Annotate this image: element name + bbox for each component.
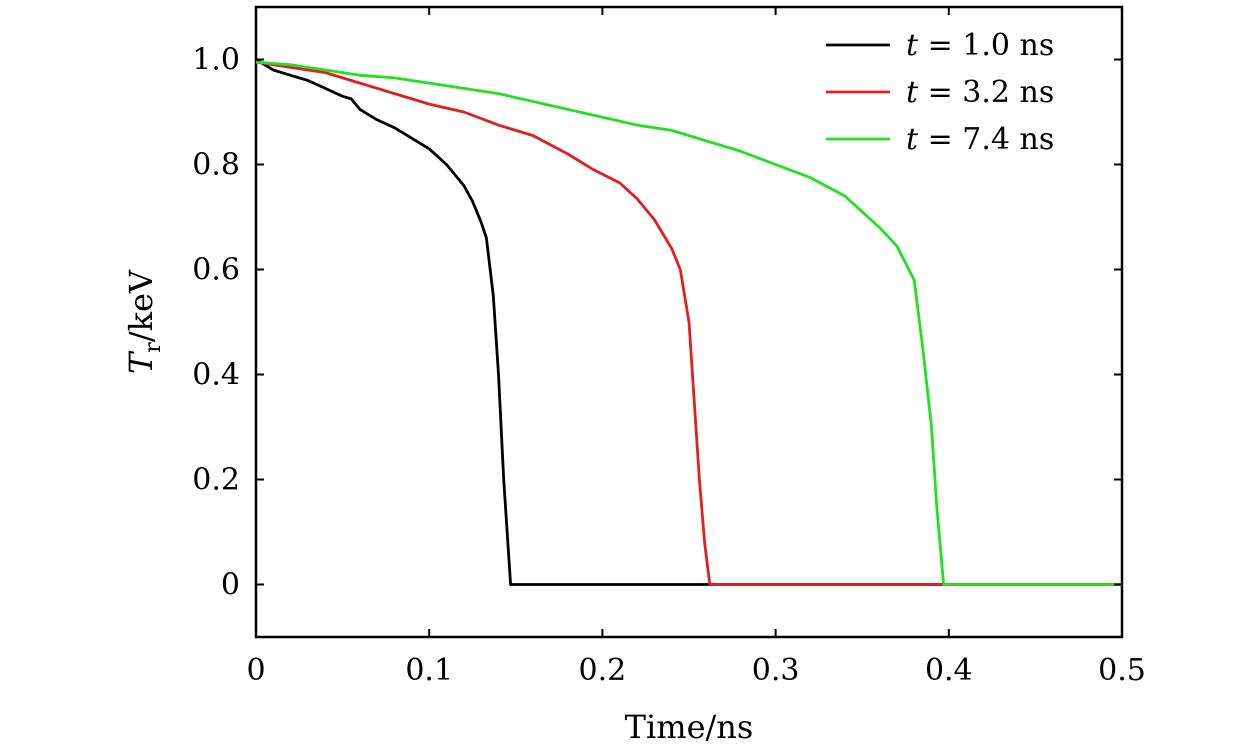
x-tick-label: 0 (246, 653, 265, 688)
y-axis-title: Tr/keV (122, 269, 166, 374)
y-tick-label: 0.6 (192, 253, 240, 288)
x-tick-label: 0.2 (579, 653, 627, 688)
plot-frame (254, 5, 1124, 639)
legend-label-2: t = 3.2 ns (906, 75, 1054, 110)
y-axis-title-var: T (122, 350, 160, 374)
y-axis-ticks: 0 0.2 0.4 0.6 0.8 1.0 (192, 43, 1122, 603)
legend-label-1: t = 1.0 ns (906, 28, 1054, 63)
legend: t = 1.0 nst = 3.2 nst = 7.4 ns (826, 28, 1054, 157)
legend-label-var: t (906, 28, 919, 63)
x-tick-label: 0.3 (752, 653, 800, 688)
y-tick-label: 1.0 (192, 43, 240, 78)
y-axis-title-unit: /keV (122, 269, 160, 342)
legend-label-text: = 1.0 ns (918, 28, 1054, 63)
series-line-1 (255, 58, 1122, 586)
series-layer (255, 58, 1122, 586)
x-tick-label: 0.1 (405, 653, 453, 688)
y-tick-label: 0 (221, 568, 240, 603)
x-tick-label: 0.4 (925, 653, 973, 688)
y-axis-title-sub: r (141, 342, 166, 353)
legend-label-text: = 3.2 ns (918, 75, 1054, 110)
y-tick-label: 0.2 (192, 463, 240, 498)
y-tick-label: 0.8 (192, 148, 240, 183)
series-line-2 (255, 60, 1122, 586)
legend-label-var: t (906, 122, 919, 157)
x-axis-title: Time/ns (625, 708, 754, 746)
x-tick-label: 0.5 (1098, 653, 1146, 688)
y-tick-label: 0.4 (192, 358, 240, 393)
legend-label-var: t (906, 75, 919, 110)
legend-label-text: = 7.4 ns (918, 122, 1054, 157)
series-line-3 (255, 60, 1122, 586)
legend-label-3: t = 7.4 ns (906, 122, 1054, 157)
x-axis-ticks: 0 0.1 0.2 0.3 0.4 0.5 (246, 7, 1146, 688)
